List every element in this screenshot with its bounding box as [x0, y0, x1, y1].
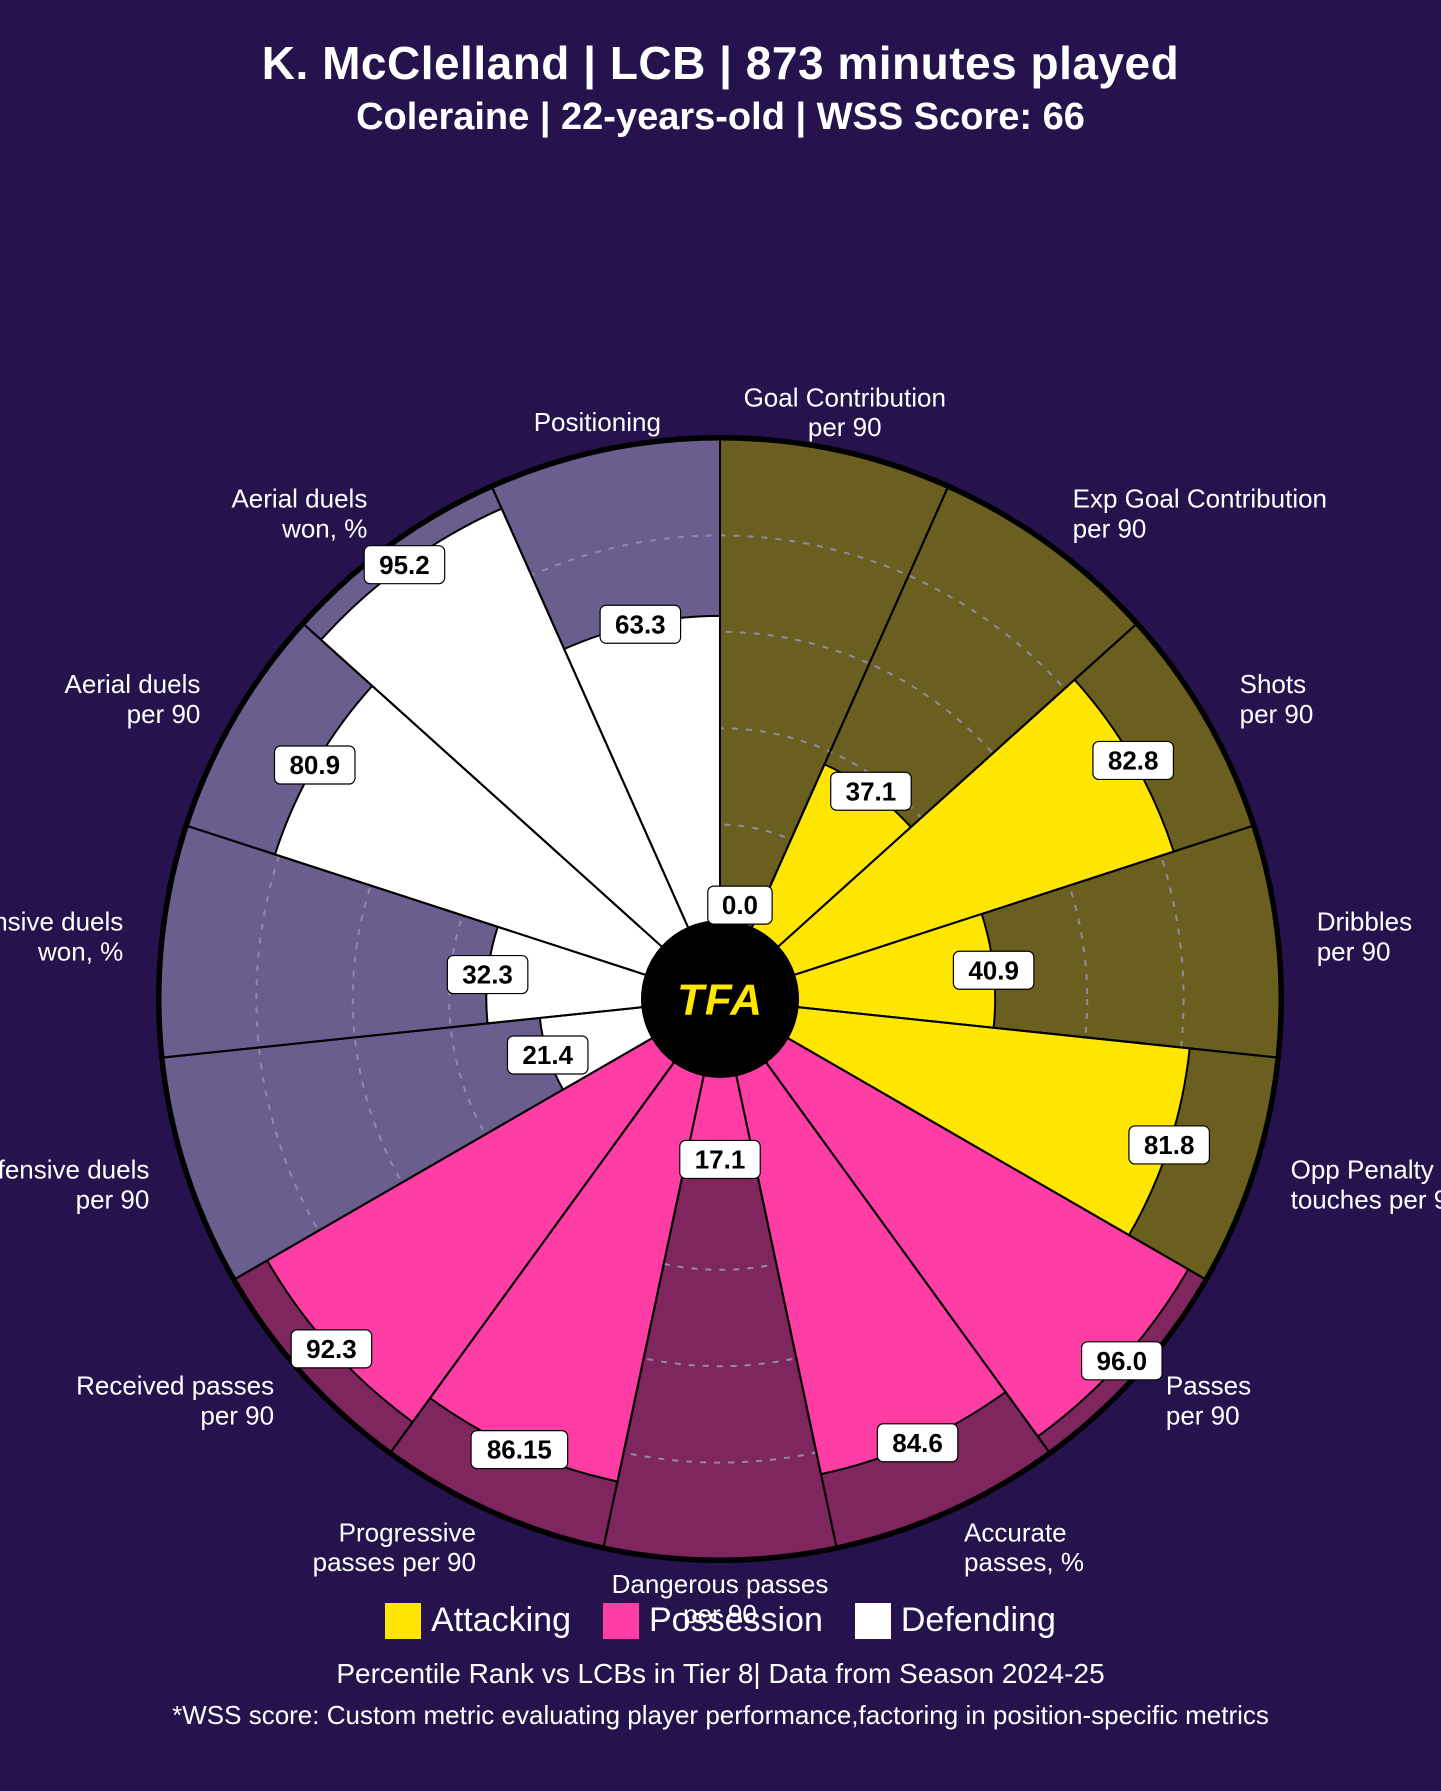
metric-label: Exp Goal Contribution [1073, 484, 1327, 514]
metric-label: per 90 [1240, 699, 1314, 729]
metric-label: per 90 [808, 412, 882, 442]
metric-label: Opp Penalty area [1291, 1155, 1441, 1185]
metric-label: Dangerous passes [612, 1569, 829, 1599]
value-label: 82.8 [1108, 746, 1159, 776]
metric-label: passes, % [964, 1547, 1084, 1577]
center-logo: TFA [677, 975, 763, 1024]
value-label: 95.2 [379, 550, 430, 580]
legend: Attacking Possession Defending [0, 1601, 1441, 1640]
value-label: 17.1 [695, 1145, 746, 1175]
metric-label: Aerial duels [65, 669, 201, 699]
page-subtitle: Coleraine | 22-years-old | WSS Score: 66 [0, 90, 1441, 139]
metric-label: passes per 90 [313, 1547, 476, 1577]
value-label: 63.3 [615, 609, 666, 639]
polar-chart: TFA 0.0 37.1 82.8 40.9 81.8 96.0 84.6 17.1 86.15 9… [0, 139, 1441, 1639]
value-label: 92.3 [306, 1334, 357, 1364]
metric-label: per 90 [76, 1184, 150, 1214]
footer-line-2: *WSS score: Custom metric evaluating pla… [0, 1700, 1441, 1731]
legend-item-attacking: Attacking [385, 1601, 571, 1640]
value-label: 37.1 [846, 776, 897, 806]
metric-label: won, % [37, 936, 123, 966]
value-label: 40.9 [968, 955, 1019, 985]
footer-line-1: Percentile Rank vs LCBs in Tier 8| Data … [0, 1658, 1441, 1690]
metric-label: Defensive duels [0, 1155, 149, 1185]
metric-label: per 90 [127, 699, 201, 729]
legend-swatch-possession [603, 1603, 639, 1639]
metric-label: Accurate [964, 1517, 1067, 1547]
metric-label: Dribbles [1317, 906, 1412, 936]
legend-item-possession: Possession [603, 1601, 823, 1640]
metric-label: per 90 [1166, 1401, 1240, 1431]
legend-item-defending: Defending [855, 1601, 1056, 1640]
metric-label: Shots [1240, 669, 1307, 699]
legend-label: Defending [901, 1601, 1056, 1640]
legend-swatch-attacking [385, 1603, 421, 1639]
metric-label: won, % [281, 514, 367, 544]
metric-label: per 90 [200, 1401, 274, 1431]
value-label: 86.15 [487, 1435, 552, 1465]
metric-label: per 90 [1317, 936, 1391, 966]
metric-label: Defensive duels [0, 906, 123, 936]
metric-label: Progressive [339, 1517, 476, 1547]
metric-label: per 90 [1073, 514, 1147, 544]
value-label: 21.4 [522, 1040, 573, 1070]
value-label: 32.3 [462, 960, 513, 990]
metric-label: Positioning [534, 407, 661, 437]
value-label: 96.0 [1097, 1346, 1148, 1376]
metric-label: Aerial duels [231, 484, 367, 514]
value-label: 0.0 [722, 890, 758, 920]
metric-label: touches per 90 [1291, 1184, 1441, 1214]
value-label: 81.8 [1144, 1130, 1195, 1160]
metric-label: Goal Contribution [744, 382, 946, 412]
metric-label: Passes [1166, 1371, 1251, 1401]
legend-label: Possession [649, 1601, 823, 1640]
metric-label: Received passes [76, 1371, 274, 1401]
legend-label: Attacking [431, 1601, 571, 1640]
value-label: 84.6 [892, 1428, 943, 1458]
page-title: K. McClelland | LCB | 873 minutes played [0, 0, 1441, 90]
legend-swatch-defending [855, 1603, 891, 1639]
value-label: 80.9 [289, 750, 340, 780]
